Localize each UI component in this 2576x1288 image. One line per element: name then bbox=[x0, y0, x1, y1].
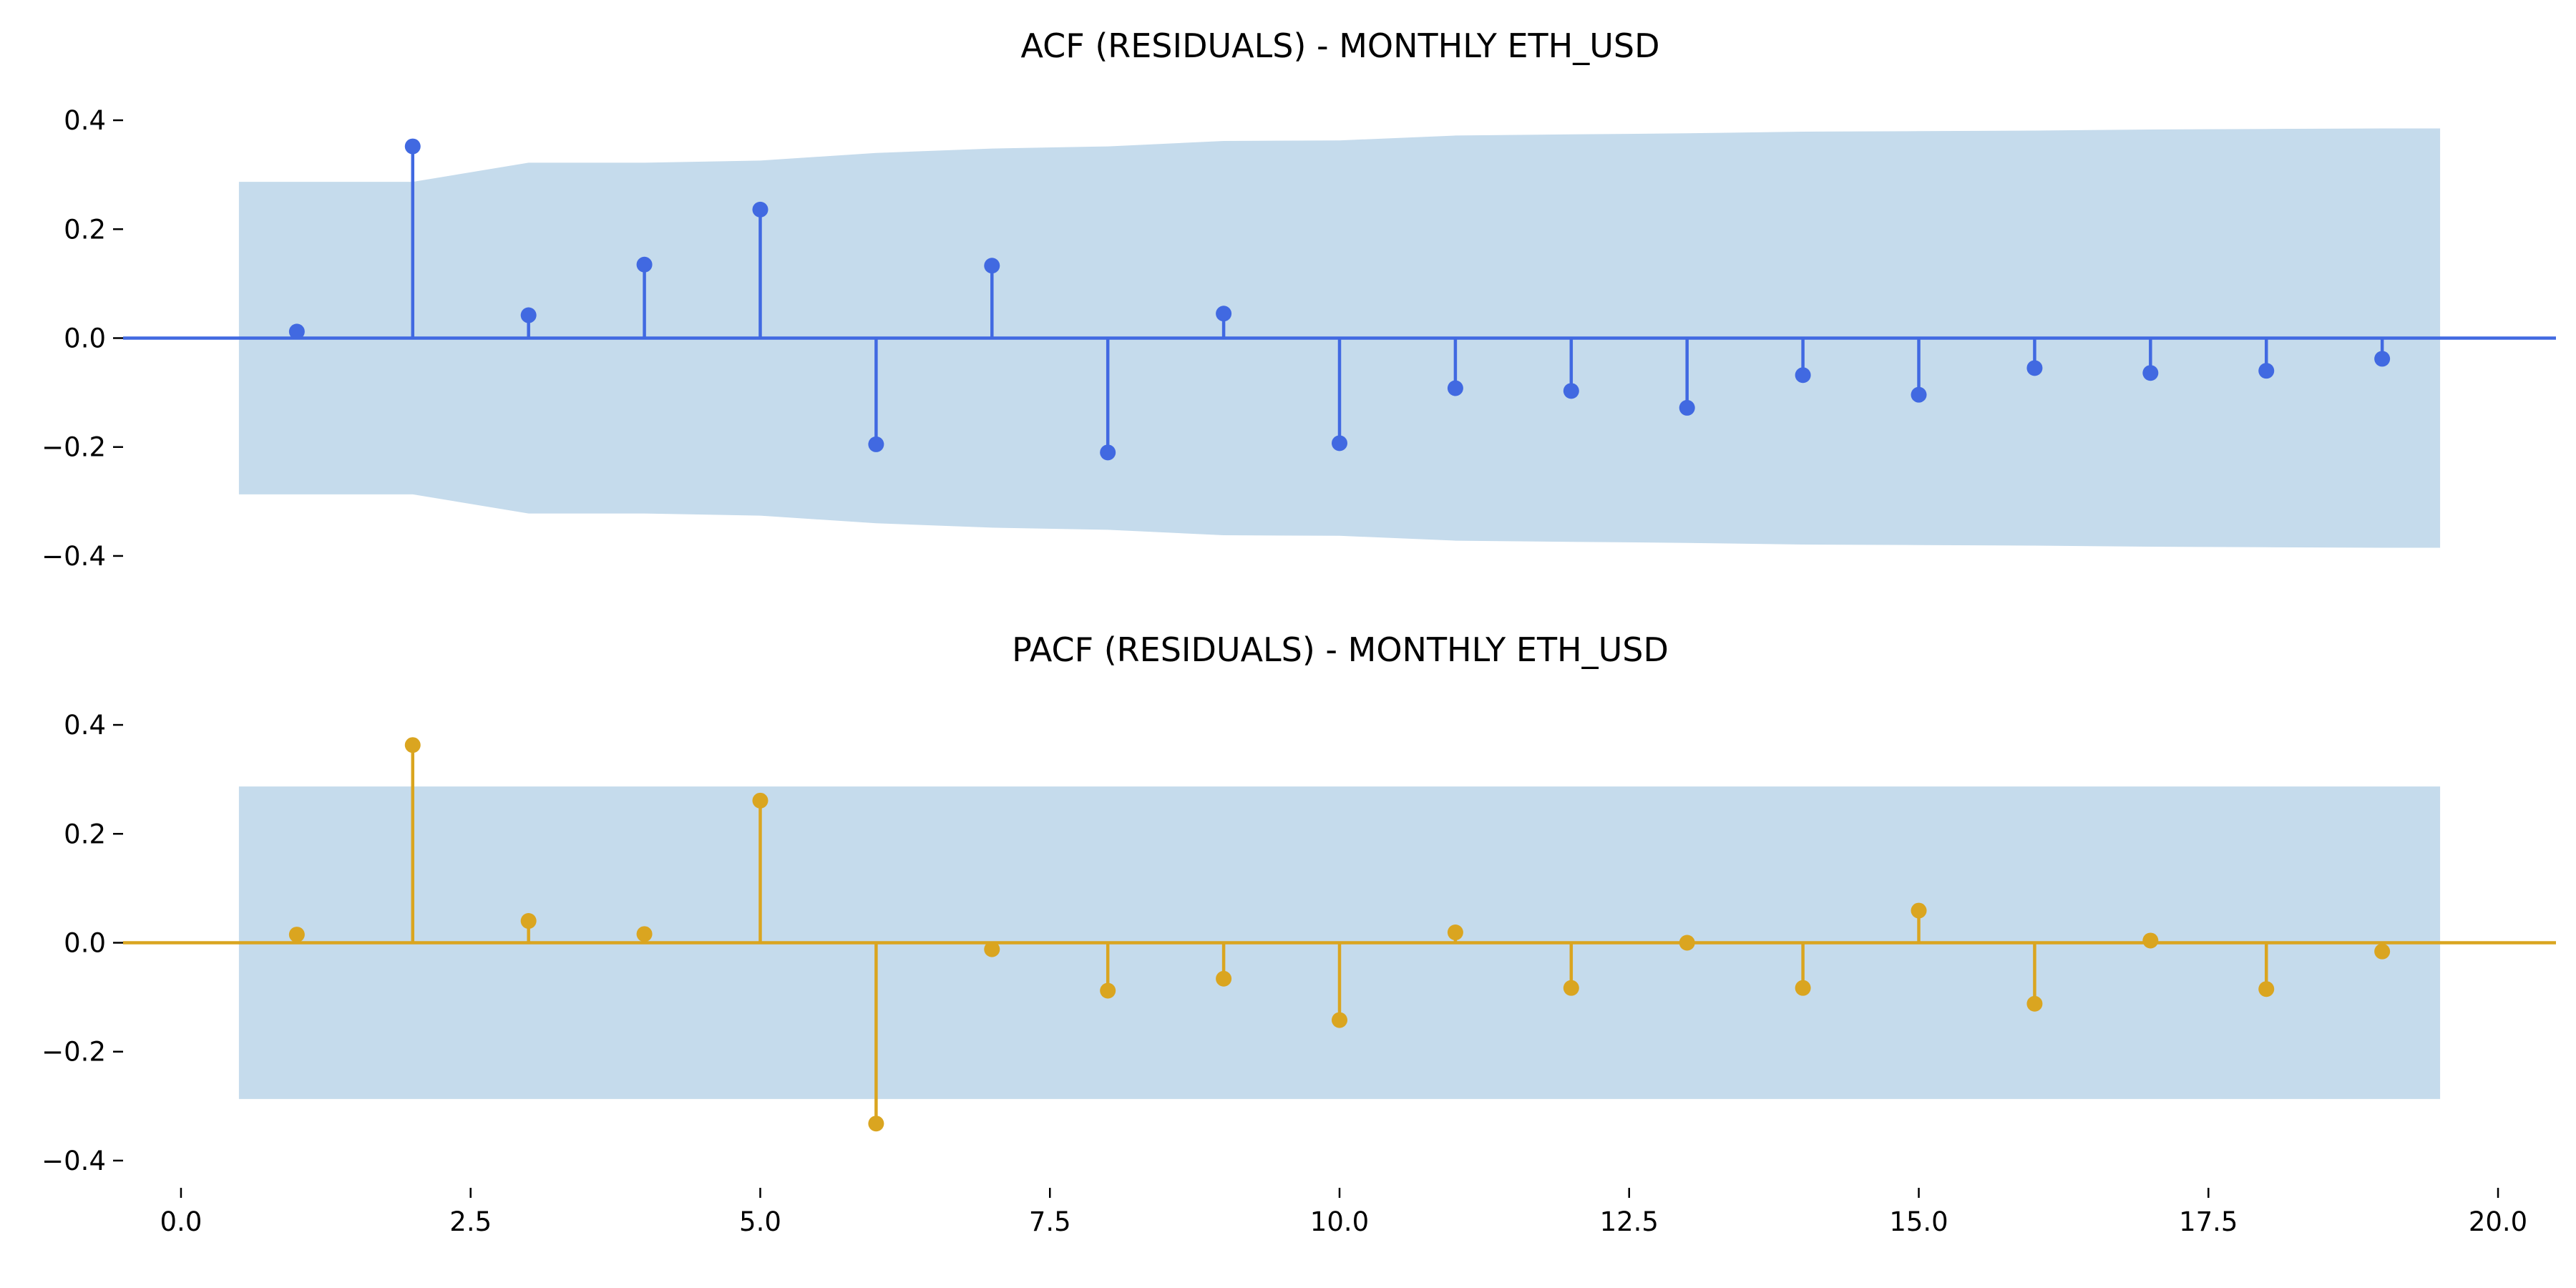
pacf-ytick-label: 0.4 bbox=[64, 710, 106, 741]
acf-title: ACF (RESIDUALS) - MONTHLY ETH_USD bbox=[1020, 26, 1659, 65]
acf-ytick-label: 0.2 bbox=[64, 214, 106, 245]
acf-marker bbox=[1332, 435, 1347, 452]
acf-marker bbox=[868, 436, 884, 452]
acf-marker bbox=[2026, 360, 2043, 376]
pacf-marker bbox=[984, 941, 1000, 957]
pacf-marker bbox=[288, 927, 305, 943]
acf-ytick-label: 0.4 bbox=[64, 105, 106, 136]
acf-panel: ACF (RESIDUALS) - MONTHLY ETH_USD 0.4 0.2… bbox=[42, 26, 2556, 572]
pacf-xtick-label: 15.0 bbox=[1889, 1206, 1948, 1237]
pacf-marker bbox=[520, 913, 537, 930]
pacf-xtick-label: 7.5 bbox=[1029, 1206, 1071, 1237]
pacf-panel: PACF (RESIDUALS) - MONTHLY ETH_USD 0.4 0.… bbox=[42, 630, 2556, 1237]
acf-ytick-label: −0.2 bbox=[42, 432, 106, 463]
pacf-marker bbox=[1911, 902, 1927, 919]
pacf-marker bbox=[1216, 970, 1232, 987]
acf-marker bbox=[1100, 444, 1116, 461]
pacf-marker bbox=[1332, 1012, 1347, 1028]
pacf-ytick-label: 0.2 bbox=[64, 819, 106, 849]
acf-marker bbox=[520, 307, 537, 323]
acf-marker bbox=[2374, 351, 2391, 367]
acf-ytick-label: 0.0 bbox=[64, 323, 106, 354]
acf-marker bbox=[288, 323, 305, 340]
pacf-xtick-label: 17.5 bbox=[2179, 1206, 2238, 1237]
pacf-xtick-label: 0.0 bbox=[160, 1206, 203, 1237]
pacf-ytick-label: −0.2 bbox=[42, 1037, 106, 1068]
acf-marker bbox=[984, 258, 1000, 274]
acf-marker bbox=[404, 138, 421, 155]
pacf-xtick-label: 5.0 bbox=[739, 1206, 781, 1237]
pacf-marker bbox=[1679, 935, 1695, 951]
pacf-xtick-label: 2.5 bbox=[449, 1206, 492, 1237]
pacf-marker bbox=[1795, 980, 1811, 996]
pacf-marker bbox=[2258, 981, 2275, 997]
acf-marker bbox=[2142, 365, 2159, 381]
pacf-marker bbox=[2026, 995, 2043, 1012]
acf-marker bbox=[1563, 383, 1579, 399]
pacf-marker bbox=[2142, 932, 2159, 949]
pacf-marker bbox=[636, 926, 653, 942]
acf-ytick-label: −0.4 bbox=[42, 541, 106, 572]
pacf-ytick-label: −0.4 bbox=[42, 1146, 106, 1176]
pacf-xtick-label: 12.5 bbox=[1600, 1206, 1659, 1237]
pacf-ytick-label: 0.0 bbox=[64, 928, 106, 959]
pacf-marker bbox=[752, 792, 769, 809]
pacf-marker bbox=[2374, 943, 2391, 960]
pacf-title: PACF (RESIDUALS) - MONTHLY ETH_USD bbox=[1012, 630, 1669, 669]
pacf-xtick-label: 20.0 bbox=[2469, 1206, 2527, 1237]
acf-marker bbox=[636, 256, 653, 273]
pacf-marker bbox=[1563, 980, 1579, 996]
pacf-marker bbox=[868, 1116, 884, 1132]
acf-marker bbox=[1911, 386, 1927, 403]
pacf-marker bbox=[1100, 982, 1116, 999]
acf-marker bbox=[1679, 399, 1695, 416]
acf-marker bbox=[1447, 380, 1463, 396]
acf-marker bbox=[1216, 306, 1232, 322]
pacf-marker bbox=[404, 737, 421, 753]
pacf-marker bbox=[1447, 924, 1463, 941]
acf-marker bbox=[2258, 363, 2275, 379]
acf-marker bbox=[752, 201, 769, 218]
pacf-xtick-label: 10.0 bbox=[1310, 1206, 1369, 1237]
acf-marker bbox=[1795, 367, 1811, 384]
